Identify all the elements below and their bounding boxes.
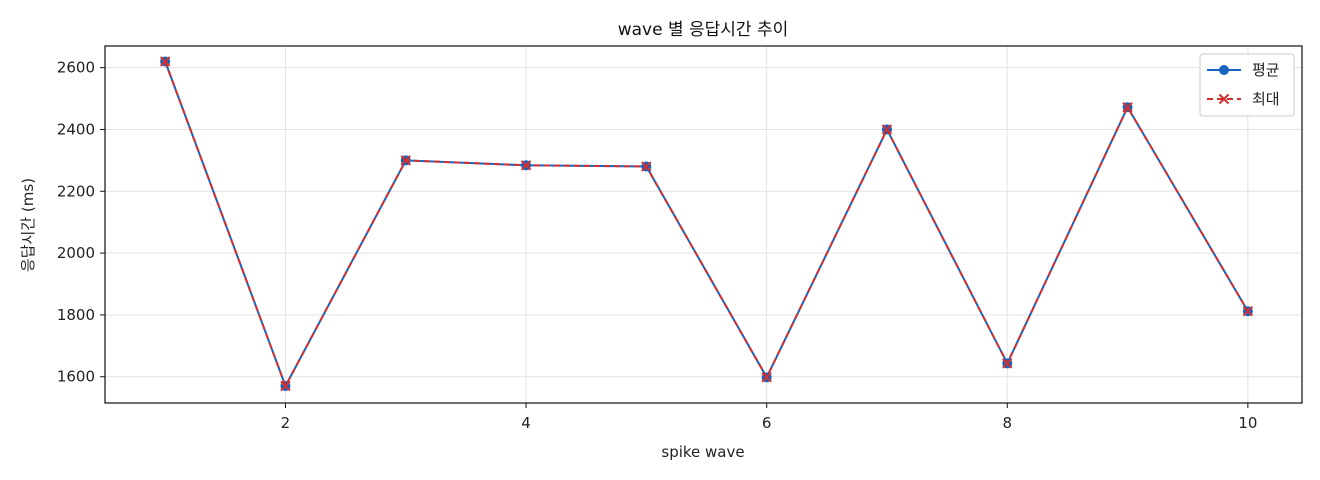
legend-box [1199, 53, 1295, 117]
plot-frame [104, 45, 1303, 404]
data-point-2 [1002, 358, 1013, 369]
data-point-2 [761, 372, 772, 383]
x-axis-title: spike wave [661, 443, 744, 461]
y-axis-title: 응답시간 (ms) [19, 178, 37, 272]
data-point-2 [1242, 305, 1254, 317]
x-tick-label: 10 [1238, 414, 1257, 432]
data-point-2 [159, 56, 171, 67]
y-axis: 1600 1800 2000 2200 2400 2600 [57, 59, 105, 386]
series-line-2 [164, 61, 1249, 389]
series-line-1 [164, 61, 1249, 389]
grid [105, 46, 1302, 403]
data-point-2 [400, 155, 411, 166]
x-axis: 2 4 6 8 10 [281, 403, 1257, 432]
chart-title: wave 별 응답시간 추이 [618, 20, 789, 40]
x-tick-label: 2 [281, 414, 291, 432]
x-tick-label: 8 [1002, 414, 1012, 432]
y-tick-label: 1600 [57, 368, 95, 386]
legend-label-1: 평균 [1252, 61, 1280, 79]
legend-marker-2 [1218, 93, 1230, 105]
x-tick-label: 6 [762, 414, 772, 432]
plot-area [159, 56, 1254, 392]
y-tick-label: 2000 [57, 244, 95, 262]
y-tick-label: 2600 [57, 59, 95, 77]
legend-label-2: 최대 [1252, 90, 1280, 108]
data-point-2 [1122, 101, 1133, 113]
data-point-2 [520, 160, 532, 171]
x-tick-label: 4 [521, 414, 531, 432]
legend-marker-1 [1219, 65, 1229, 75]
y-tick-label: 1800 [57, 306, 95, 324]
data-point-2 [881, 124, 893, 135]
data-point-2 [280, 380, 291, 392]
data-point-2 [641, 161, 652, 172]
y-tick-label: 2200 [57, 182, 95, 200]
y-tick-label: 2400 [57, 120, 95, 138]
